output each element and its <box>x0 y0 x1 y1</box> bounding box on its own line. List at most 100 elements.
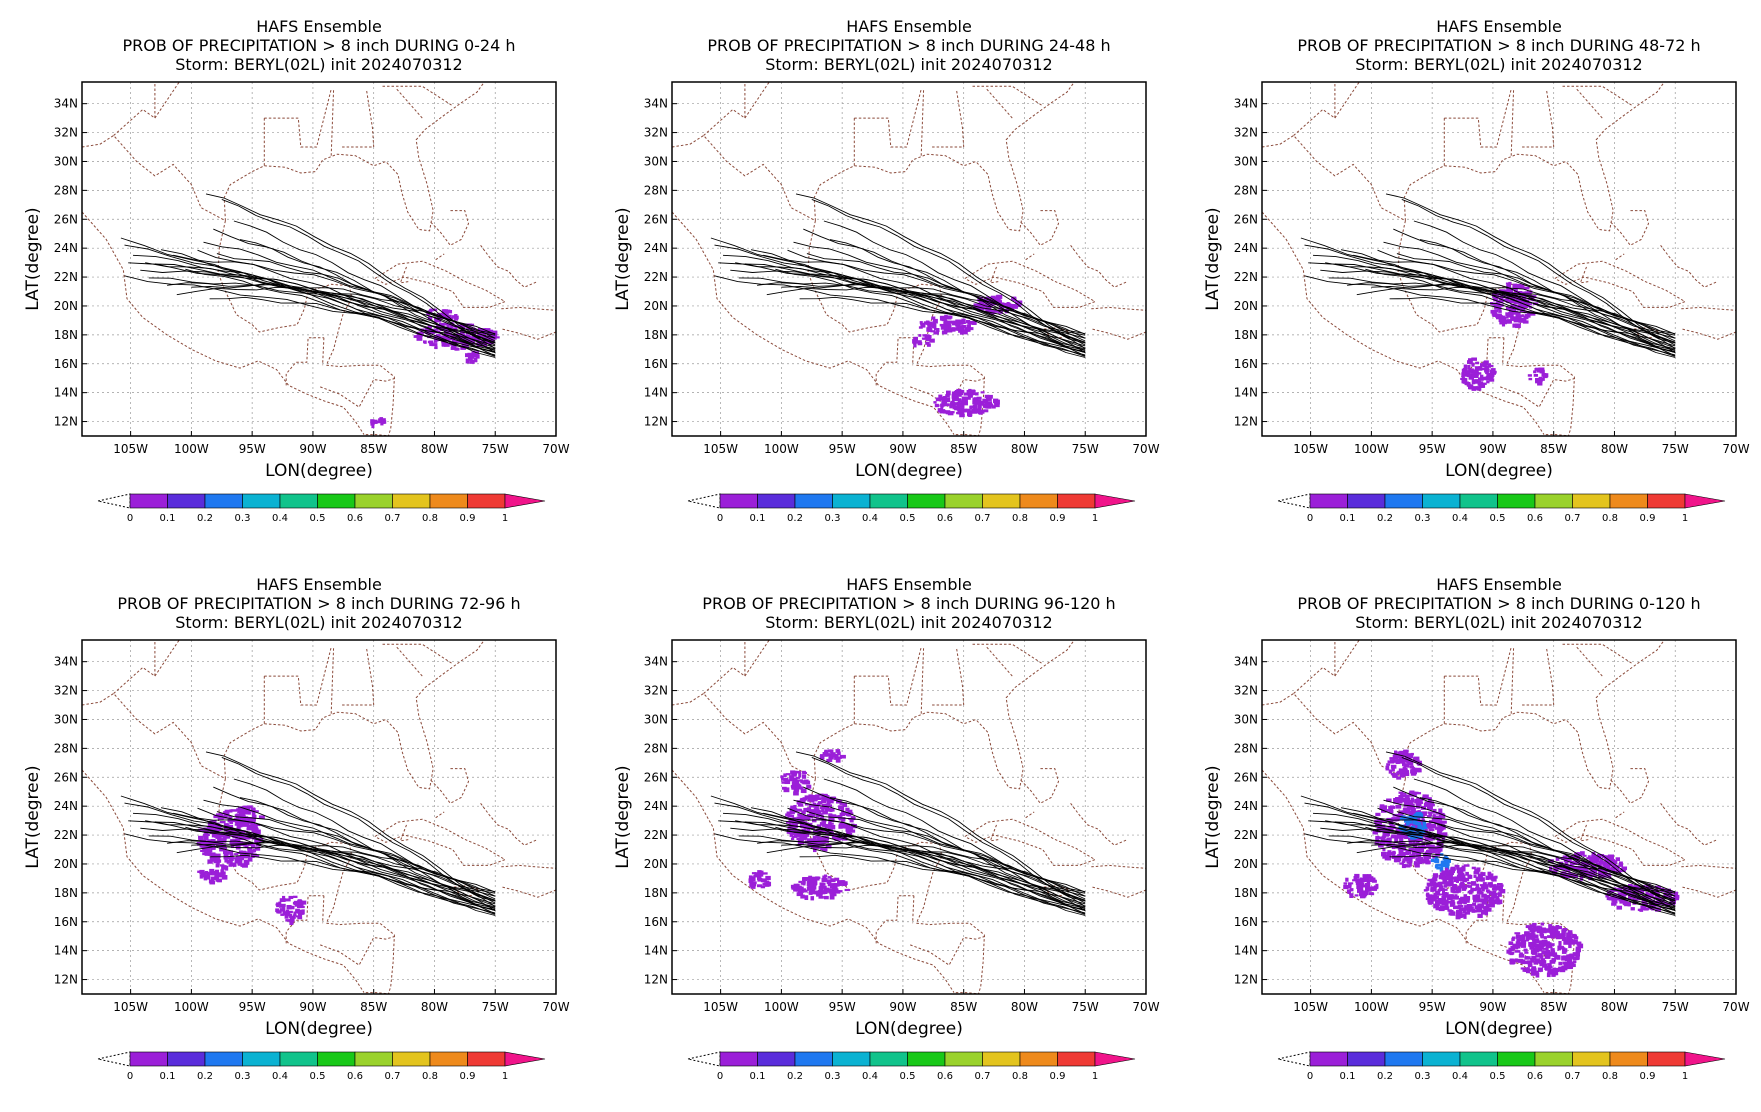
prob-cell <box>941 399 947 404</box>
prob-cell <box>293 911 297 917</box>
prob-cell <box>1462 878 1468 883</box>
prob-cell <box>298 902 304 907</box>
prob-cell <box>837 815 843 820</box>
prob-cell <box>1542 928 1547 934</box>
colorbar-segment <box>242 493 281 509</box>
prob-cell <box>815 817 820 820</box>
prob-cell <box>1506 287 1511 292</box>
prob-cell <box>206 842 213 848</box>
prob-cell <box>1604 855 1609 860</box>
prob-cell <box>994 399 1000 405</box>
coastline <box>1091 864 1146 869</box>
prob-cell <box>1512 285 1517 290</box>
prob-cell <box>416 336 423 341</box>
prob-cell <box>1449 876 1455 880</box>
prob-cell <box>1389 809 1394 814</box>
prob-cell <box>808 798 813 802</box>
chart-title-line-1: HAFS Ensemble <box>256 575 382 594</box>
prob-cell <box>1425 886 1430 891</box>
prob-cell <box>828 822 834 825</box>
prob-cell <box>1553 933 1559 937</box>
prob-cell <box>1543 943 1550 946</box>
ensemble-track <box>1385 751 1676 904</box>
prob-cell <box>239 824 244 827</box>
prob-cell <box>1527 962 1532 968</box>
prob-cell <box>447 309 451 313</box>
prob-cell <box>1437 867 1442 870</box>
prob-cell <box>1414 851 1419 855</box>
prob-cell <box>925 320 930 325</box>
prob-cell <box>214 832 219 837</box>
prob-cell <box>826 888 831 893</box>
ensemble-track <box>1304 275 1676 347</box>
prob-cell <box>1465 370 1471 375</box>
prob-cell <box>1393 753 1397 757</box>
prob-cell <box>800 842 805 845</box>
coastline <box>113 640 156 694</box>
prob-cell <box>1527 926 1533 930</box>
prob-cell <box>1427 804 1433 810</box>
prob-cell <box>825 836 829 841</box>
prob-cell <box>944 330 948 333</box>
prob-cell <box>1464 896 1470 901</box>
prob-cell <box>959 413 965 418</box>
prob-cell <box>802 771 808 774</box>
prob-cell <box>1538 367 1545 373</box>
prob-cell <box>1523 960 1528 965</box>
y-axis-label: LAT(degree) <box>1203 207 1223 310</box>
prob-cell <box>1430 858 1435 863</box>
prob-cell <box>845 807 850 812</box>
prob-cell <box>1521 319 1526 323</box>
prob-cell <box>1404 865 1411 868</box>
prob-cell <box>1467 365 1471 370</box>
prob-cell <box>803 807 809 812</box>
prob-cell <box>835 749 841 753</box>
prob-cell <box>1623 899 1628 902</box>
prob-cell <box>1498 298 1504 304</box>
prob-cell <box>1435 906 1442 911</box>
x-tick-label: 80W <box>1601 442 1628 456</box>
prob-cell <box>251 844 256 848</box>
y-tick-label: 28N <box>644 183 668 197</box>
prob-cell <box>1414 799 1420 804</box>
ensemble-track <box>209 296 496 353</box>
prob-cell <box>284 898 291 902</box>
prob-cell <box>1481 893 1487 898</box>
prob-cell <box>839 806 844 810</box>
prob-cell <box>445 332 450 336</box>
prob-cell <box>280 913 284 916</box>
y-tick-label: 16N <box>644 357 668 371</box>
prob-cell <box>812 818 817 823</box>
prob-cell <box>827 883 831 887</box>
y-tick-label: 18N <box>54 328 78 342</box>
prob-cell <box>1491 878 1497 882</box>
prob-cell <box>932 318 938 324</box>
prob-cell <box>962 321 966 324</box>
prob-cell <box>753 874 759 878</box>
colorbar-over-triangle <box>504 493 546 509</box>
prob-cell <box>820 882 826 886</box>
prob-cell <box>1410 825 1416 828</box>
prob-cell <box>847 809 853 814</box>
prob-cell <box>1461 865 1466 869</box>
colorbar-over-triangle <box>1094 493 1136 509</box>
prob-cell <box>1618 863 1624 867</box>
prob-cell <box>480 328 487 333</box>
prob-cell <box>1415 849 1422 853</box>
coastline <box>365 647 375 706</box>
prob-cell <box>1356 880 1362 884</box>
prob-cell <box>814 804 819 809</box>
prob-cell <box>1428 824 1433 829</box>
prob-cell <box>816 893 821 897</box>
coastline <box>1576 646 1603 677</box>
prob-cell <box>1526 967 1530 971</box>
y-tick-label: 22N <box>1234 828 1258 842</box>
prob-cell <box>1468 874 1472 879</box>
colorbar-segment <box>869 1051 908 1067</box>
prob-cell <box>1592 859 1598 862</box>
colorbar-tick-label: 0 <box>127 513 133 524</box>
prob-cell <box>1455 915 1461 920</box>
prob-cell <box>1545 967 1551 971</box>
prob-cell <box>254 846 261 851</box>
prob-cell <box>1477 913 1483 918</box>
